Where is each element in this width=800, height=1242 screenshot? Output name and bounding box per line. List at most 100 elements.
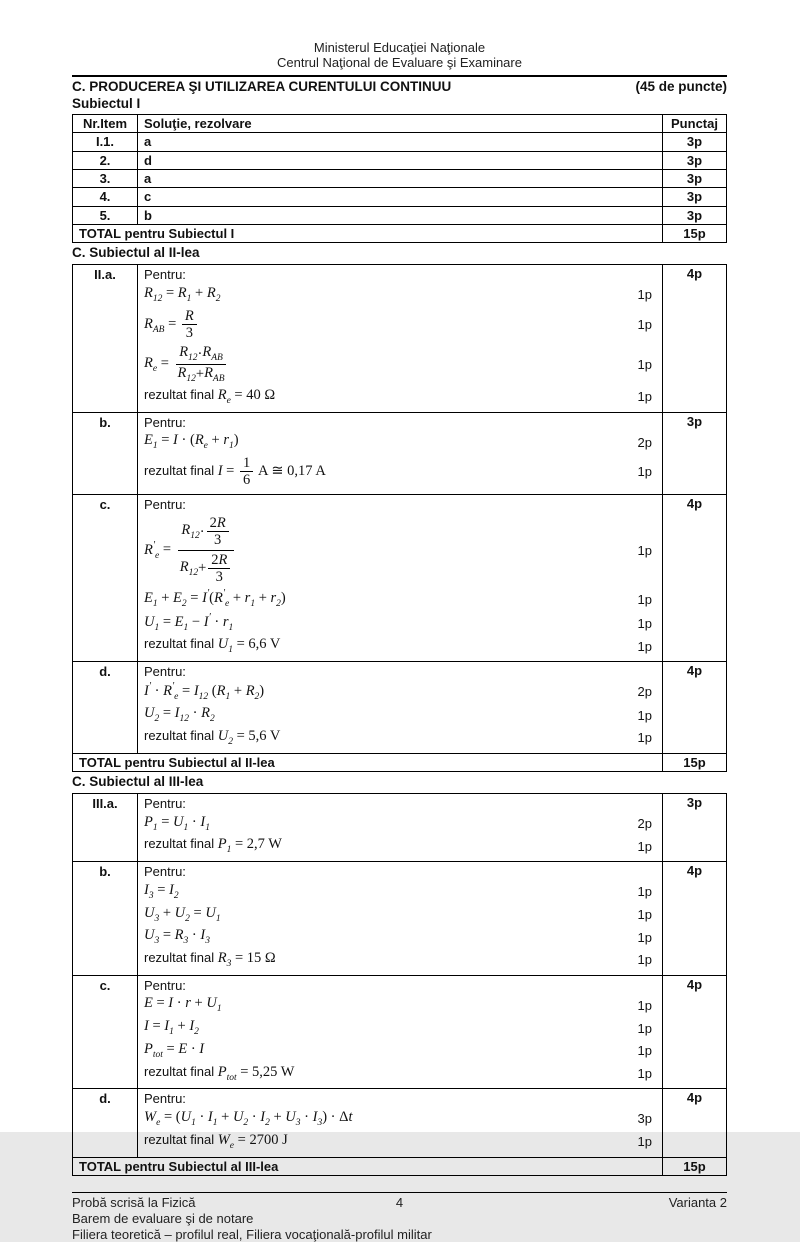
math-operator: = 2,7 W [231,836,282,853]
solution-cell: Pentru: R12 = R1 + R2 1p RAB = R 3 1p Re = R12… [137,264,663,413]
formula-line: U1 = E1 − I′ · r1 1p [144,612,662,635]
math-subscript: e [155,550,160,561]
result-label: rezultat final [144,463,218,479]
item-cell: 3. [72,168,138,189]
math-variable: R′e [163,680,179,702]
formula: We = (U1 · I1 + U2 · I2 + U3 · I3) · Δt [144,1108,352,1130]
formula: U3 = R3 · I3 [144,926,210,948]
math-subscript: 2 [228,736,233,747]
math-subscript: 1 [205,822,210,833]
row-total-points-cell: 3p [662,411,727,495]
math-subscript: 12 [152,293,163,304]
math-variable: U1 [217,636,233,656]
formula-line: RAB = R 3 1p [144,307,662,342]
math-operator: = [157,432,174,449]
math-variable: r [185,995,191,1012]
chapter-points: (45 de puncte) [635,78,727,94]
prime-mark: ′ [171,680,175,692]
math-operator: · [248,1109,261,1126]
solution-row: II.a. Pentru: R12 = R1 + R2 1p RAB = R 3 1p Re … [72,264,727,413]
math-operator: = [159,541,175,558]
line-points: 1p [637,1134,652,1150]
points-cell: 3p [662,168,727,189]
math-subscript: e [203,441,208,452]
result-label: rezultat final [144,1131,218,1147]
subject1-table: Nr.Item Soluţie, rezolvare Punctaj I.1. a… [72,113,727,244]
math-variable: t [348,1109,353,1126]
math-variable: Re [194,432,208,452]
solution-intro: Pentru: [144,1091,186,1107]
math-operator: · [189,705,202,722]
math-subscript: 3 [317,1117,323,1128]
math-operator: = [186,589,203,606]
math-variable: R [184,307,194,324]
formula-line: R12 = R1 + R2 1p [144,284,662,306]
math-variable: We [144,1109,161,1128]
math-operator: · [188,927,201,944]
solution-cell: c [137,187,663,207]
solution-cell: Pentru: P1 = U1 · I1 2p rezultat final P1 =… [137,793,663,863]
line-points: 1p [637,929,652,945]
line-points: 1p [637,707,652,723]
math-subscript: e [174,691,179,702]
center-line: Centrul Naţional de Evaluare şi Examinar… [277,55,522,71]
math-operator: · [188,813,201,830]
line-points: 1p [637,316,652,332]
math-subscript: 1 [216,1004,222,1015]
formula: I3 = I2 [144,881,179,903]
formula: U1 = E1 − I′ · r1 [144,612,233,635]
math-operator: ( [209,589,214,606]
math-operator: = 2700 J [234,1131,288,1148]
math-variable: I′ [144,680,152,699]
math-operator: = [152,995,169,1012]
solution-cell: a [137,132,663,152]
math-variable: R3 [217,950,232,969]
chapter-title: C. PRODUCEREA ŞI UTILIZAREA CURENTULUI C… [72,78,452,94]
solution-row: d. Pentru: I′ · R′e = I12 (R1 + R2) 2p U2 = … [72,661,727,754]
subject1-heading: Subiectul I [72,95,141,111]
math-operator: = [164,315,180,332]
formula-line: I′ · R′e = I12 (R1 + R2) 2p [144,681,662,704]
row-total-points-cell: 4p [662,974,727,1090]
total-label-cell: TOTAL pentru Subiectul al III-lea [72,1156,663,1176]
points-cell: 3p [662,187,727,207]
math-variable: U1 [206,995,222,1015]
math-variable: RAB [202,343,223,363]
formula-line: I = I1 + I2 1p [144,1017,662,1039]
math-subscript: 1 [191,1117,196,1128]
math-operator: = 5,25 W [236,1063,295,1080]
math-operator: + [190,995,207,1012]
math-operator: 3 [185,324,193,341]
math-subscript: 1 [228,622,234,633]
math-variable: I′ [203,611,211,630]
formula-line: E1 = I · (Re + r1) 2p [144,431,662,453]
math-subscript: 1 [215,913,221,924]
prime-mark: ′ [222,588,226,600]
line-points: 1p [637,356,652,372]
math-variable: I′ [202,588,210,606]
row-total-points-cell: 4p [662,493,727,663]
math-operator: 6 [242,472,251,489]
solution-cell: Pentru: R′e = R12 · 2 R 3 R12 + 2 R 3 1p E1 + E2… [137,493,663,663]
math-operator: 1 [242,455,251,472]
formula-line: I3 = I2 1p [144,881,662,903]
math-subscript: 12 [188,567,199,578]
row-total-points-cell: 4p [662,264,727,413]
formula: I = I1 + I2 [144,1017,199,1039]
math-operator: + [207,432,224,449]
math-subscript: 3 [154,936,160,947]
math-subscript: 1 [212,1117,218,1128]
math-subscript: tot [152,1049,163,1060]
math-variable: Re [217,387,231,406]
math-variable: R [218,551,228,568]
math-variable: R12 [179,343,198,363]
formula-line: rezultat final We = 2700 J 1p [144,1131,662,1153]
math-variable: E1 [144,432,158,452]
math-variable: I [168,995,174,1012]
math-subscript: 1 [228,645,233,656]
footer-top-row: Probă scrisă la Fizică 4 Varianta 2 [72,1195,727,1211]
formula-line: E1 + E2 = I′(R′e + r1 + r2) 1p [144,588,662,611]
line-points: 1p [637,591,652,607]
prime-mark: ′ [208,611,211,623]
